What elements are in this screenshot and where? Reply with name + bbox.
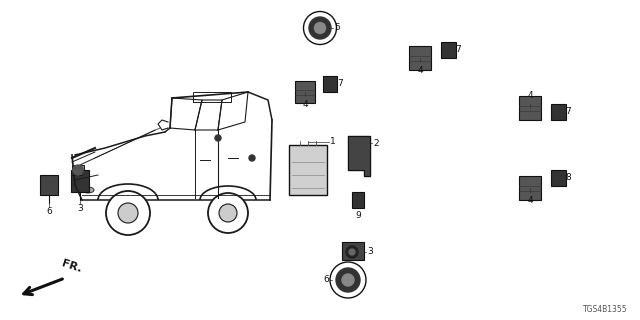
Bar — [352, 192, 364, 208]
Bar — [295, 81, 315, 103]
Circle shape — [249, 155, 255, 161]
Circle shape — [349, 249, 355, 255]
Bar — [519, 176, 541, 200]
Bar — [289, 145, 327, 195]
Text: 4: 4 — [302, 100, 308, 109]
Text: 1: 1 — [330, 138, 336, 147]
Circle shape — [106, 191, 150, 235]
Circle shape — [336, 268, 360, 292]
Text: 6: 6 — [46, 207, 52, 216]
Text: 2: 2 — [373, 139, 379, 148]
Text: FR.: FR. — [60, 258, 83, 274]
Circle shape — [309, 17, 331, 39]
Text: 8: 8 — [565, 173, 571, 182]
Ellipse shape — [82, 187, 94, 193]
Circle shape — [215, 135, 221, 141]
Bar — [342, 242, 364, 260]
Text: TGS4B1355: TGS4B1355 — [584, 305, 628, 314]
Circle shape — [346, 246, 358, 258]
Text: 7: 7 — [565, 108, 571, 116]
Bar — [40, 175, 58, 195]
Circle shape — [208, 193, 248, 233]
Circle shape — [342, 274, 354, 286]
Bar — [519, 96, 541, 120]
Bar — [72, 165, 84, 183]
Text: 6: 6 — [323, 276, 329, 284]
Polygon shape — [348, 136, 370, 176]
Text: 5: 5 — [334, 23, 340, 33]
Circle shape — [118, 203, 138, 223]
Bar — [193, 92, 231, 102]
Text: 9: 9 — [355, 211, 361, 220]
Bar — [71, 170, 89, 192]
Circle shape — [314, 22, 326, 34]
Bar — [551, 104, 566, 120]
Bar — [441, 42, 456, 58]
Text: 7: 7 — [337, 79, 343, 89]
Bar — [323, 76, 337, 92]
Bar — [409, 46, 431, 70]
Circle shape — [219, 204, 237, 222]
Text: 4: 4 — [527, 91, 533, 100]
Text: 4: 4 — [527, 196, 533, 205]
Circle shape — [73, 165, 83, 175]
Text: 3: 3 — [77, 204, 83, 213]
Text: 3: 3 — [367, 247, 372, 257]
Bar — [551, 170, 566, 186]
Text: 7: 7 — [455, 45, 461, 54]
Text: 4: 4 — [417, 66, 423, 75]
